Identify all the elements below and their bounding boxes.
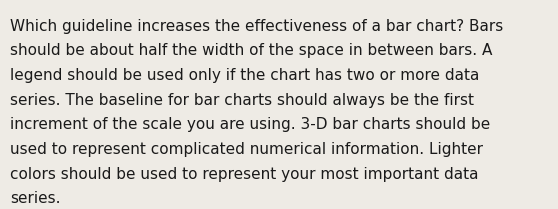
Text: should be about half the width of the space in between bars. A: should be about half the width of the sp… [10,43,492,59]
Text: used to represent complicated numerical information. Lighter: used to represent complicated numerical … [10,142,483,157]
Text: legend should be used only if the chart has two or more data: legend should be used only if the chart … [10,68,479,83]
Text: series. The baseline for bar charts should always be the first: series. The baseline for bar charts shou… [10,93,474,108]
Text: increment of the scale you are using. 3-D bar charts should be: increment of the scale you are using. 3-… [10,117,490,133]
Text: colors should be used to represent your most important data: colors should be used to represent your … [10,167,479,182]
Text: Which guideline increases the effectiveness of a bar chart? Bars: Which guideline increases the effectiven… [10,19,503,34]
Text: series.: series. [10,191,61,206]
